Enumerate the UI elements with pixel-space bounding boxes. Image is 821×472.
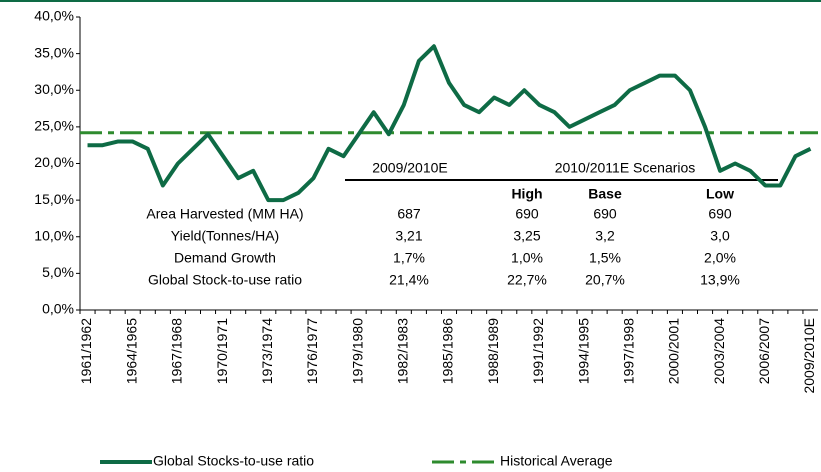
legend-label: Global Stocks-to-use ratio <box>153 453 314 469</box>
y-tick-label: 5,0% <box>42 264 74 280</box>
table-subheader: Base <box>588 186 622 202</box>
table-cell: 3,0 <box>710 228 730 244</box>
x-tick-label: 2000/2001 <box>666 318 682 384</box>
x-tick-label: 2009/2010E <box>801 318 817 394</box>
x-tick-label: 1973/1974 <box>259 318 275 384</box>
y-tick-label: 35,0% <box>34 44 74 60</box>
x-tick-label: 1970/1971 <box>214 318 230 384</box>
y-tick-label: 30,0% <box>34 81 74 97</box>
table-cell: 687 <box>397 206 421 222</box>
table-header: 2010/2011E Scenarios <box>555 160 696 176</box>
x-tick-label: 1982/1983 <box>395 318 411 384</box>
table-cell: 690 <box>515 206 539 222</box>
table-cell: 690 <box>593 206 617 222</box>
table-subheader: Low <box>706 186 734 202</box>
table-row-label: Yield(Tonnes/HA) <box>171 228 279 244</box>
y-tick-label: 0,0% <box>42 301 74 317</box>
table-cell: 20,7% <box>585 272 625 288</box>
y-tick-label: 40,0% <box>34 8 74 24</box>
table-cell: 21,4% <box>389 272 429 288</box>
y-tick-label: 20,0% <box>34 154 74 170</box>
table-cell: 3,2 <box>595 228 615 244</box>
y-tick-label: 15,0% <box>34 191 74 207</box>
table-cell: 3,25 <box>513 228 540 244</box>
table-cell: 3,21 <box>395 228 422 244</box>
table-row-label: Area Harvested (MM HA) <box>146 206 303 222</box>
x-tick-label: 1976/1977 <box>304 318 320 384</box>
y-tick-label: 25,0% <box>34 118 74 134</box>
table-cell: 1,7% <box>393 250 425 266</box>
x-tick-label: 1979/1980 <box>349 318 365 384</box>
x-tick-label: 2006/2007 <box>756 318 772 384</box>
table-cell: 2,0% <box>704 250 736 266</box>
table-cell: 22,7% <box>507 272 547 288</box>
table-cell: 1,0% <box>511 250 543 266</box>
y-tick-label: 10,0% <box>34 227 74 243</box>
table-row-label: Demand Growth <box>174 250 276 266</box>
legend-label: Historical Average <box>500 453 613 469</box>
x-tick-label: 1985/1986 <box>440 318 456 384</box>
table-cell: 13,9% <box>700 272 740 288</box>
top-bar <box>0 0 821 2</box>
table-subheader: High <box>511 186 542 202</box>
x-tick-label: 1988/1989 <box>485 318 501 384</box>
table-row-label: Global Stock-to-use ratio <box>148 272 302 288</box>
x-tick-label: 1961/1962 <box>78 318 94 384</box>
x-tick-label: 1997/1998 <box>620 318 636 384</box>
x-tick-label: 1964/1965 <box>123 318 139 384</box>
x-tick-label: 1994/1995 <box>575 318 591 384</box>
data-line <box>87 44 812 203</box>
x-tick-label: 1967/1968 <box>169 318 185 384</box>
x-tick-label: 2003/2004 <box>711 318 727 384</box>
x-tick-label: 1991/1992 <box>530 318 546 384</box>
table-header: 2009/2010E <box>372 160 448 176</box>
table-cell: 690 <box>708 206 732 222</box>
table-cell: 1,5% <box>589 250 621 266</box>
